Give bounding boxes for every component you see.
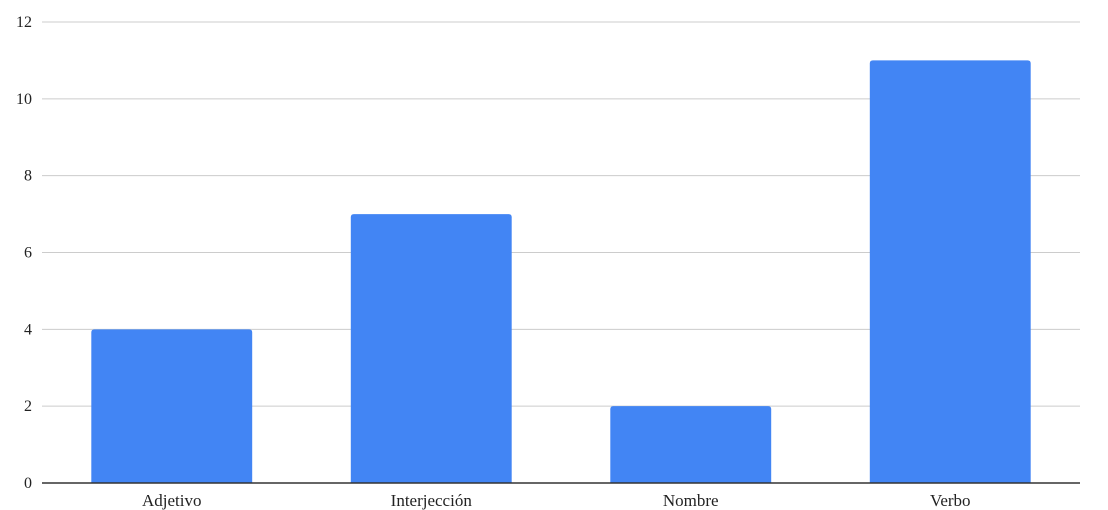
y-tick-label: 2	[24, 398, 32, 415]
y-tick-label: 0	[24, 475, 32, 492]
x-tick-label: Nombre	[663, 491, 719, 510]
bars	[91, 60, 1031, 484]
x-tick-label: Interjección	[391, 491, 473, 510]
bar-nombre	[610, 406, 772, 483]
bar-adjetivo	[91, 329, 253, 483]
bar-verbo	[869, 60, 1031, 484]
y-tick-label: 8	[24, 168, 32, 185]
bar-interjección	[350, 214, 512, 484]
y-axis-tick-labels: 0 2 4 6 8 10 12	[16, 14, 32, 492]
y-tick-label: 4	[24, 321, 32, 338]
x-tick-label: Adjetivo	[142, 491, 202, 510]
y-tick-label: 6	[24, 245, 32, 262]
y-tick-label: 12	[16, 14, 32, 31]
x-axis-category-labels: Adjetivo Interjección Nombre Verbo	[142, 491, 971, 510]
y-tick-label: 10	[16, 91, 32, 108]
x-tick-label: Verbo	[930, 491, 971, 510]
